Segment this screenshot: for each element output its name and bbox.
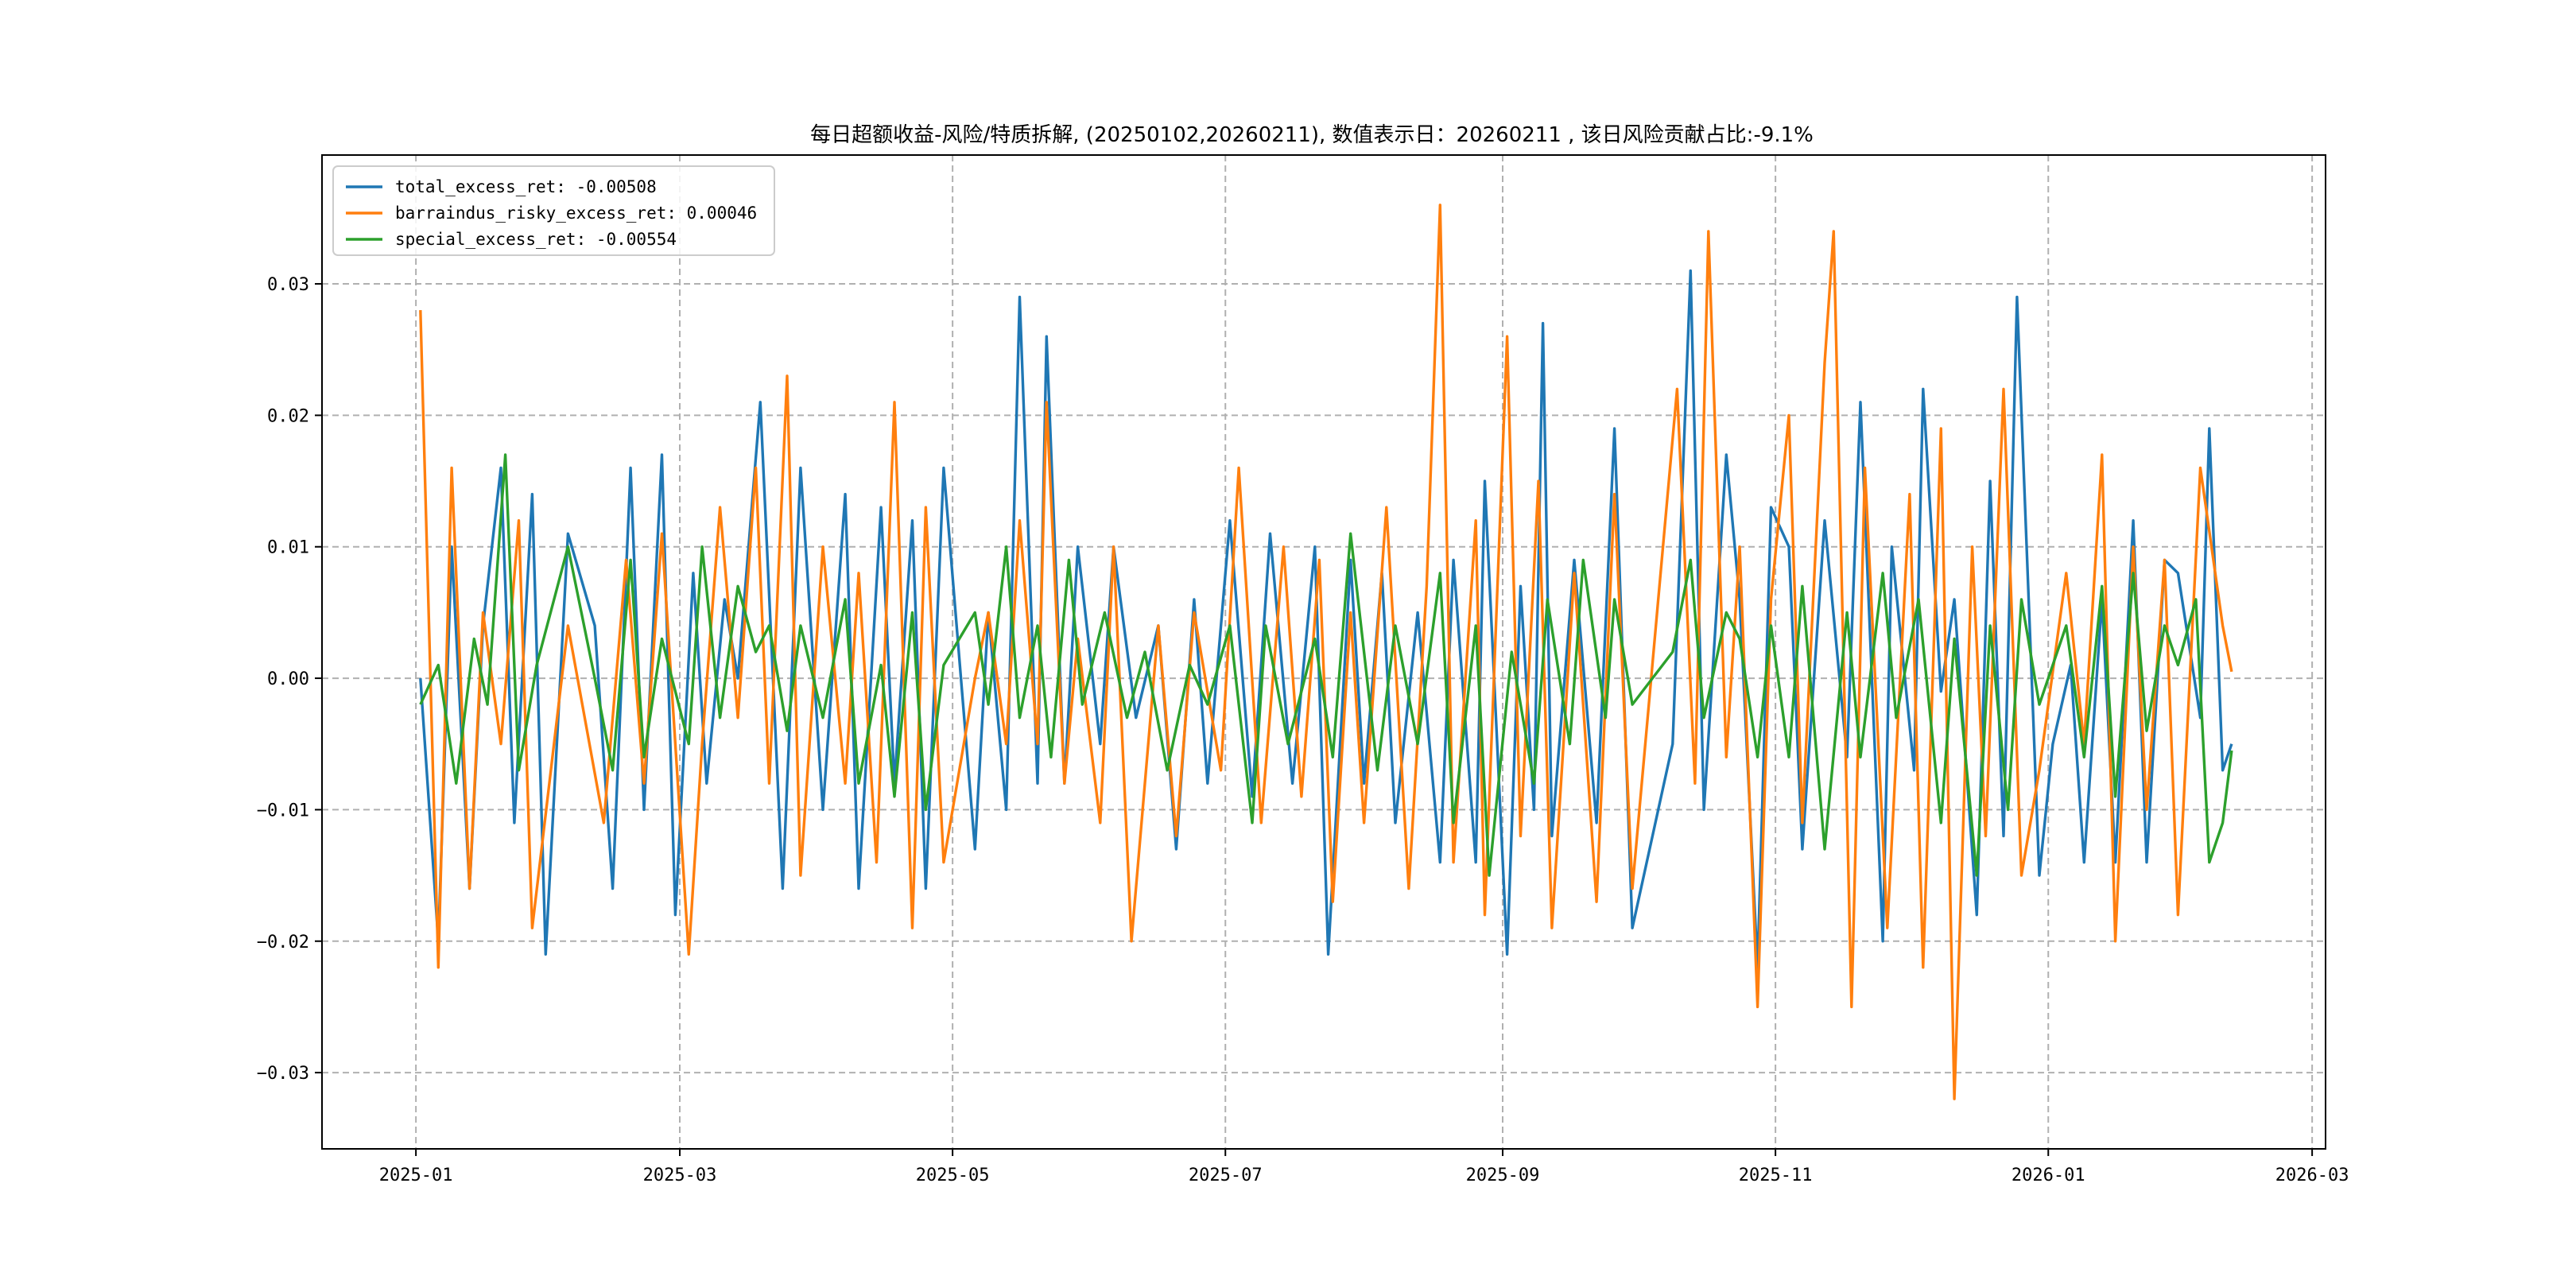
x-tick-label: 2025-09 bbox=[1466, 1166, 1540, 1185]
axis-ticks: 2025-01 2025-03 2025-05 2025-07 2025-09 2025-… bbox=[257, 275, 2349, 1185]
x-tick-label: 2026-03 bbox=[2275, 1166, 2349, 1185]
y-tick-label: −0.01 bbox=[257, 801, 309, 821]
y-tick-label: −0.02 bbox=[257, 933, 309, 952]
x-tick-label: 2025-03 bbox=[643, 1166, 717, 1185]
y-tick-label: 0.01 bbox=[267, 538, 309, 558]
series-lines bbox=[419, 204, 2233, 1100]
x-tick-label: 2025-01 bbox=[379, 1166, 453, 1185]
x-tick-label: 2026-01 bbox=[2012, 1166, 2085, 1185]
chart-title: 每日超额收益-风险/特质拆解, (20250102,20260211), 数值表… bbox=[810, 123, 1814, 147]
legend-box bbox=[332, 165, 775, 256]
y-tick-label: 0.02 bbox=[267, 406, 309, 426]
series-line-special_excess_ret bbox=[419, 453, 2233, 877]
x-tick-label: 2025-11 bbox=[1739, 1166, 1813, 1185]
legend-label-barraindus_risky_excess_ret: barraindus_risky_excess_ret: 0.00046 bbox=[395, 204, 757, 223]
legend-label-special_excess_ret: special_excess_ret: -0.00554 bbox=[395, 230, 677, 249]
series-line-barraindus_risky_excess_ret bbox=[419, 204, 2233, 1100]
x-tick-label: 2025-05 bbox=[916, 1166, 990, 1185]
axes-frame bbox=[321, 154, 2326, 1150]
y-tick-label: 0.03 bbox=[267, 275, 309, 295]
y-tick-label: −0.03 bbox=[257, 1064, 309, 1084]
legend-label-total_excess_ret: total_excess_ret: -0.00508 bbox=[395, 177, 657, 196]
x-tick-label: 2025-07 bbox=[1189, 1166, 1263, 1185]
legend: total_excess_ret: -0.00508 barraindus_ris… bbox=[332, 165, 775, 256]
y-tick-label: 0.00 bbox=[267, 669, 309, 689]
